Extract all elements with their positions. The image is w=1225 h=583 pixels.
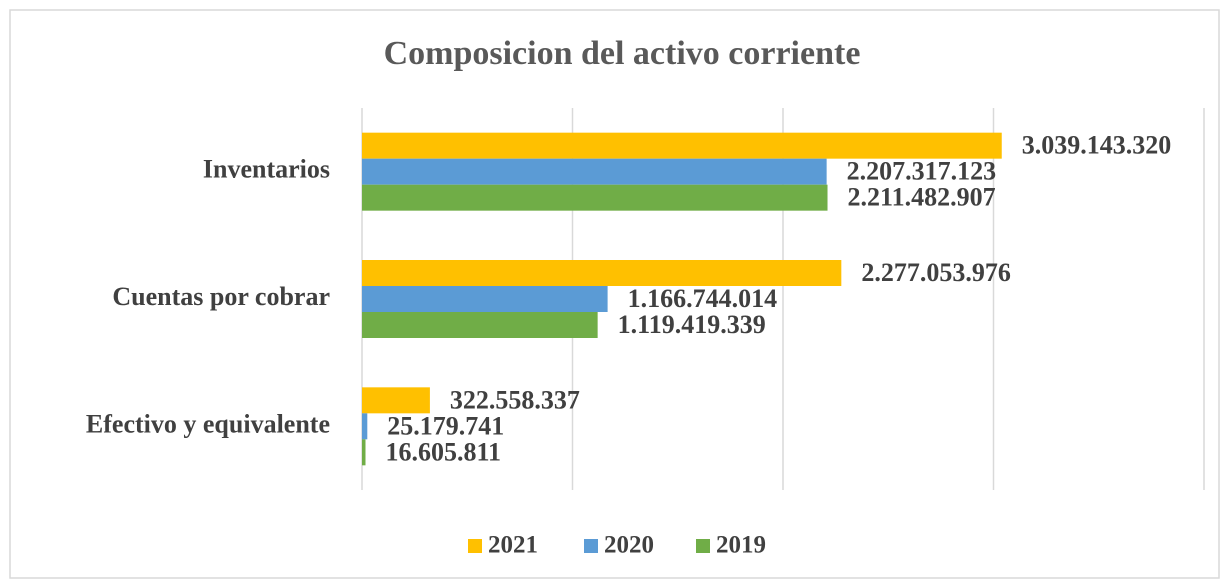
bar [362,158,827,185]
bar [362,286,608,312]
value-label: 322.558.337 [450,385,580,414]
bar [362,312,598,338]
value-label: 2.211.482.907 [848,183,996,212]
value-label: 1.166.744.014 [628,284,778,313]
y-tick-label: Cuentas por cobrar [112,282,330,311]
value-label: 2.277.053.976 [861,258,1011,287]
bar [362,413,368,440]
value-label: 16.605.811 [385,437,501,466]
chart-title: Composicion del activo corriente [384,35,861,72]
y-tick-label: Efectivo y equivalente [86,409,330,438]
value-label: 1.119.419.339 [618,310,766,339]
legend-swatch [696,539,710,553]
value-label: 25.179.741 [387,411,504,440]
y-tick-label: Inventarios [203,155,330,184]
legend-label: 2020 [604,532,654,559]
bar [362,184,828,211]
legend-swatch [468,539,482,553]
bar [362,260,842,286]
value-label: 2.207.317.123 [847,157,997,186]
bar [362,387,430,414]
legend-label: 2021 [488,532,538,559]
bar [362,439,366,466]
value-label: 3.039.143.320 [1022,131,1172,160]
chart-frame [9,9,1220,579]
legend-swatch [584,539,598,553]
legend-label: 2019 [716,532,766,559]
bar [362,132,1002,159]
